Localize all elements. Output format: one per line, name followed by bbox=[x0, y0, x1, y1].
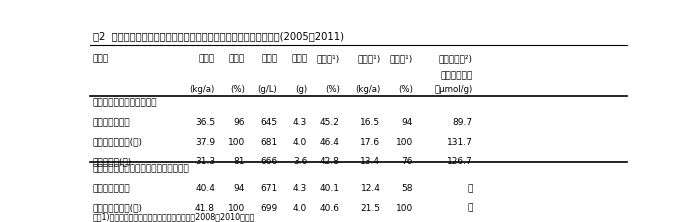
Text: 681: 681 bbox=[260, 138, 277, 147]
Text: 645: 645 bbox=[260, 118, 277, 127]
Text: 37.9: 37.9 bbox=[195, 138, 215, 147]
Text: 品種名: 品種名 bbox=[93, 54, 109, 63]
Text: 12.4: 12.4 bbox=[360, 184, 381, 193]
Text: 4.0: 4.0 bbox=[293, 204, 307, 212]
Text: 89.7: 89.7 bbox=[452, 118, 472, 127]
Text: 16.5: 16.5 bbox=[360, 118, 381, 127]
Text: 13.4: 13.4 bbox=[360, 157, 381, 166]
Text: 4.3: 4.3 bbox=[293, 184, 307, 193]
Text: (kg/a): (kg/a) bbox=[355, 85, 381, 94]
Text: (%): (%) bbox=[398, 85, 413, 94]
Text: 131.7: 131.7 bbox=[447, 138, 473, 147]
Text: 58: 58 bbox=[402, 184, 413, 193]
Text: 含油率¹): 含油率¹) bbox=[316, 54, 340, 63]
Text: （東北農業研究センター）: （東北農業研究センター） bbox=[93, 98, 158, 107]
Text: (g/L): (g/L) bbox=[258, 85, 277, 94]
Text: 4.0: 4.0 bbox=[293, 138, 307, 147]
Text: 699: 699 bbox=[260, 204, 277, 212]
Text: 94: 94 bbox=[402, 118, 413, 127]
Text: 収油量¹): 収油量¹) bbox=[357, 54, 381, 63]
Text: (%): (%) bbox=[325, 85, 340, 94]
Text: キザキノナタネ(標): キザキノナタネ(標) bbox=[93, 204, 143, 212]
Text: 収油比¹): 収油比¹) bbox=[390, 54, 413, 63]
Text: 36.5: 36.5 bbox=[195, 118, 215, 127]
Text: 46.4: 46.4 bbox=[320, 138, 340, 147]
Text: （青森県産業技術センター野菜研究所）: （青森県産業技術センター野菜研究所） bbox=[93, 164, 190, 173]
Text: 31.3: 31.3 bbox=[195, 157, 215, 166]
Text: 3.6: 3.6 bbox=[293, 157, 307, 166]
Text: 76: 76 bbox=[402, 157, 413, 166]
Text: 17.6: 17.6 bbox=[360, 138, 381, 147]
Text: キザキノナタネ(標): キザキノナタネ(標) bbox=[93, 138, 143, 147]
Text: 671: 671 bbox=[260, 184, 277, 193]
Text: 41.8: 41.8 bbox=[195, 204, 215, 212]
Text: 総グルコシ²): 総グルコシ²) bbox=[439, 54, 472, 63]
Text: 40.1: 40.1 bbox=[320, 184, 340, 193]
Text: 126.7: 126.7 bbox=[447, 157, 473, 166]
Text: 40.4: 40.4 bbox=[195, 184, 215, 193]
Text: ノレート含量: ノレート含量 bbox=[440, 71, 473, 80]
Text: 容積重: 容積重 bbox=[261, 54, 277, 63]
Text: 42.8: 42.8 bbox=[320, 157, 340, 166]
Text: 100: 100 bbox=[395, 138, 413, 147]
Text: 千粒重: 千粒重 bbox=[291, 54, 307, 63]
Text: －: － bbox=[468, 184, 472, 193]
Text: (%): (%) bbox=[230, 85, 245, 94]
Text: 100: 100 bbox=[228, 204, 245, 212]
Text: 注　1)青森県産業技術センターの含油率調査は2008～2010年のみ: 注 1)青森県産業技術センターの含油率調査は2008～2010年のみ bbox=[93, 212, 256, 221]
Text: 94: 94 bbox=[233, 184, 245, 193]
Text: 45.2: 45.2 bbox=[320, 118, 340, 127]
Text: －: － bbox=[468, 204, 472, 212]
Text: ななしきぶ(比): ななしきぶ(比) bbox=[93, 157, 132, 166]
Text: (g): (g) bbox=[295, 85, 307, 94]
Text: (kg/a): (kg/a) bbox=[190, 85, 215, 94]
Text: 100: 100 bbox=[228, 138, 245, 147]
Text: 子実重: 子実重 bbox=[199, 54, 215, 63]
Text: 96: 96 bbox=[233, 118, 245, 127]
Text: 100: 100 bbox=[395, 204, 413, 212]
Text: 表2  育成地の生産力試験及び系統適応性試験における収量調査結果(2005～2011): 表2 育成地の生産力試験及び系統適応性試験における収量調査結果(2005～201… bbox=[93, 31, 344, 41]
Text: キタノキラメキ: キタノキラメキ bbox=[93, 118, 131, 127]
Text: 4.3: 4.3 bbox=[293, 118, 307, 127]
Text: 標準比: 標準比 bbox=[229, 54, 245, 63]
Text: （μmol/g): （μmol/g) bbox=[435, 85, 472, 94]
Text: 40.6: 40.6 bbox=[320, 204, 340, 212]
Text: 666: 666 bbox=[260, 157, 277, 166]
Text: 81: 81 bbox=[233, 157, 245, 166]
Text: 21.5: 21.5 bbox=[360, 204, 381, 212]
Text: キタノキラメキ: キタノキラメキ bbox=[93, 184, 131, 193]
